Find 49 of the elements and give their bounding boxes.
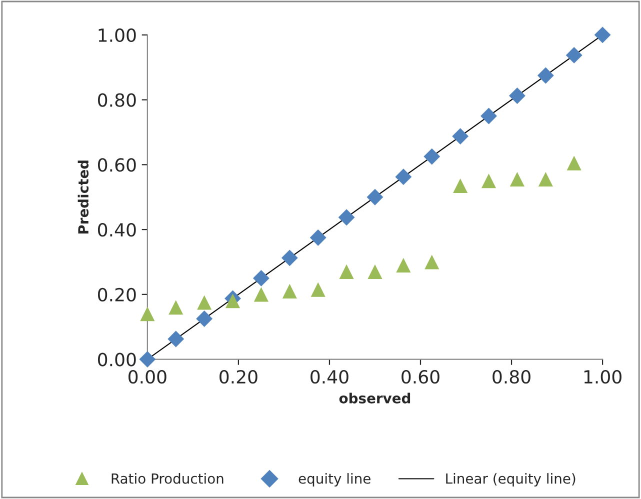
point — [310, 282, 326, 297]
point — [396, 258, 411, 272]
point — [252, 270, 270, 286]
point — [537, 67, 554, 84]
point — [282, 284, 297, 298]
y-tick-label: 0.80 — [98, 93, 136, 107]
x-tick-label: 0.40 — [310, 370, 348, 384]
x-tick-label: 0.20 — [220, 370, 258, 384]
y-tick-label: 0.00 — [98, 352, 136, 366]
y-tick-label: 0.60 — [98, 158, 136, 172]
point — [395, 168, 412, 186]
point — [140, 306, 155, 322]
point — [566, 156, 582, 170]
y-axis-title: Predicted — [78, 160, 89, 234]
point — [254, 287, 268, 302]
point — [424, 254, 440, 270]
point — [481, 174, 496, 188]
x-tick-label: 0.80 — [492, 370, 530, 384]
point — [452, 128, 469, 145]
y-tick-label: 0.20 — [98, 288, 136, 302]
point — [139, 351, 156, 368]
point — [196, 310, 213, 327]
point — [480, 108, 497, 124]
point — [424, 148, 440, 165]
legend-label: Linear (equity line) — [446, 473, 576, 486]
x-tick-label: 0.60 — [402, 370, 440, 384]
point — [168, 330, 184, 348]
point — [281, 250, 298, 266]
point — [368, 264, 382, 279]
point — [594, 26, 611, 44]
point — [225, 294, 240, 308]
legend-label: equity line — [298, 473, 370, 486]
x-axis-title: observed — [339, 392, 410, 404]
y-tick-label: 0.40 — [98, 223, 136, 237]
x-tick-label: 1.00 — [584, 370, 622, 384]
point — [168, 300, 184, 315]
y-tick-label: 1.00 — [98, 28, 136, 42]
point — [538, 172, 553, 187]
legend-label: Ratio Production — [112, 473, 224, 484]
point — [366, 188, 384, 206]
x-tick-label: 0.00 — [128, 370, 166, 384]
point — [508, 88, 526, 104]
point — [566, 46, 582, 64]
point — [197, 295, 212, 310]
point — [453, 178, 468, 194]
point — [338, 209, 355, 226]
point — [339, 264, 354, 279]
point — [310, 229, 326, 246]
point — [510, 172, 524, 187]
